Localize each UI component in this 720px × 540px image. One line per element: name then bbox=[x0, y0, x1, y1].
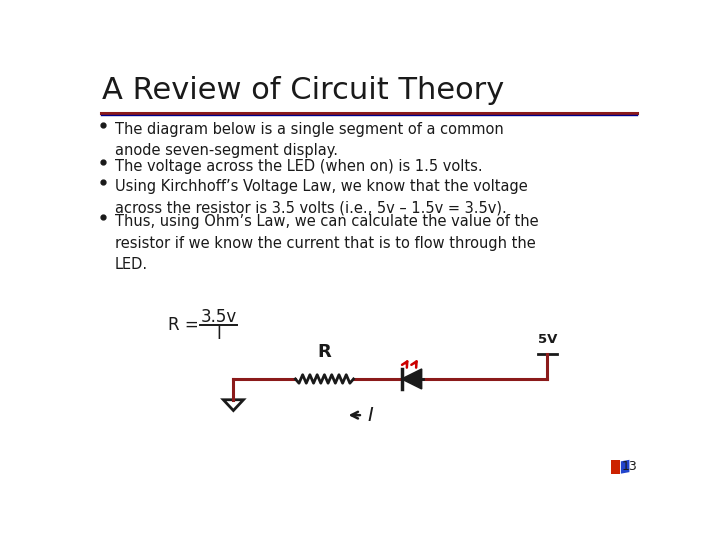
Polygon shape bbox=[611, 460, 620, 474]
Text: The voltage across the LED (when on) is 1.5 volts.: The voltage across the LED (when on) is … bbox=[114, 159, 482, 174]
Text: A Review of Circuit Theory: A Review of Circuit Theory bbox=[102, 76, 505, 105]
Polygon shape bbox=[621, 460, 629, 474]
Text: I: I bbox=[216, 325, 221, 343]
Text: The diagram below is a single segment of a common
anode seven-segment display.: The diagram below is a single segment of… bbox=[114, 122, 503, 158]
Text: I: I bbox=[367, 406, 373, 424]
Text: R =: R = bbox=[168, 316, 199, 334]
Polygon shape bbox=[402, 369, 422, 389]
Text: Thus, using Ohm’s Law, we can calculate the value of the
resistor if we know the: Thus, using Ohm’s Law, we can calculate … bbox=[114, 214, 539, 272]
Polygon shape bbox=[223, 400, 243, 410]
Text: 5V: 5V bbox=[538, 333, 557, 346]
Text: Using Kirchhoff’s Voltage Law, we know that the voltage
across the resistor is 3: Using Kirchhoff’s Voltage Law, we know t… bbox=[114, 179, 528, 215]
Text: 13: 13 bbox=[621, 460, 637, 473]
Text: R: R bbox=[318, 343, 331, 361]
Text: 3.5v: 3.5v bbox=[201, 308, 237, 326]
